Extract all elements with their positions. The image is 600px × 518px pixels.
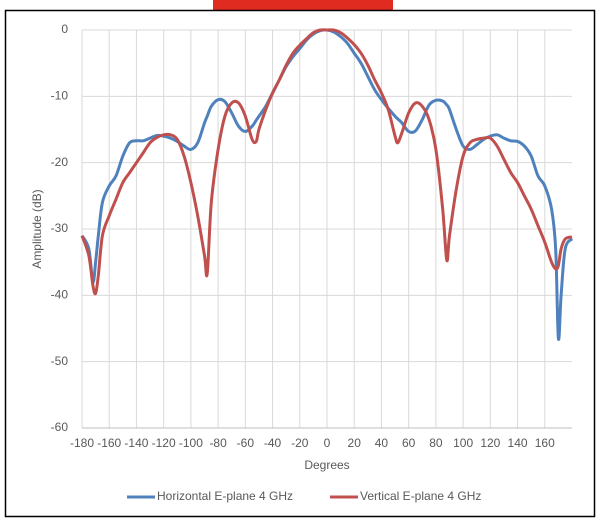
y-axis-label: Amplitude (dB) [30, 189, 44, 268]
x-tick-label: 160 [535, 436, 555, 450]
x-tick-label: 80 [429, 436, 443, 450]
x-tick-label: -160 [97, 436, 121, 450]
x-tick-label: 20 [348, 436, 362, 450]
x-tick-label: 60 [402, 436, 416, 450]
x-tick-label: -180 [70, 436, 94, 450]
x-axis-label: Degrees [304, 458, 349, 472]
y-tick-label: -30 [51, 221, 69, 235]
chart-frame [4, 9, 596, 518]
x-tick-label: 140 [508, 436, 528, 450]
legend-label: Horizontal E-plane 4 GHz [157, 489, 293, 503]
x-tick-label: 40 [375, 436, 389, 450]
header-tab [213, 0, 393, 10]
y-tick-label: -10 [51, 89, 69, 103]
x-tick-label: -120 [152, 436, 176, 450]
legend-label: Vertical E-plane 4 GHz [360, 489, 481, 503]
y-tick-label: -20 [51, 155, 69, 169]
x-tick-label: -140 [124, 436, 148, 450]
x-tick-label: -80 [209, 436, 227, 450]
y-tick-label: -40 [51, 288, 69, 302]
x-tick-label: -40 [264, 436, 282, 450]
x-tick-label: -20 [291, 436, 309, 450]
y-tick-label: 0 [61, 22, 68, 36]
x-tick-label: -60 [237, 436, 255, 450]
x-tick-label: 120 [480, 436, 500, 450]
x-tick-label: -100 [179, 436, 203, 450]
series-line [80, 28, 573, 296]
y-tick-label: -50 [51, 354, 69, 368]
x-tick-label: 0 [324, 436, 331, 450]
y-tick-label: -60 [51, 420, 69, 434]
x-tick-label: 100 [453, 436, 473, 450]
